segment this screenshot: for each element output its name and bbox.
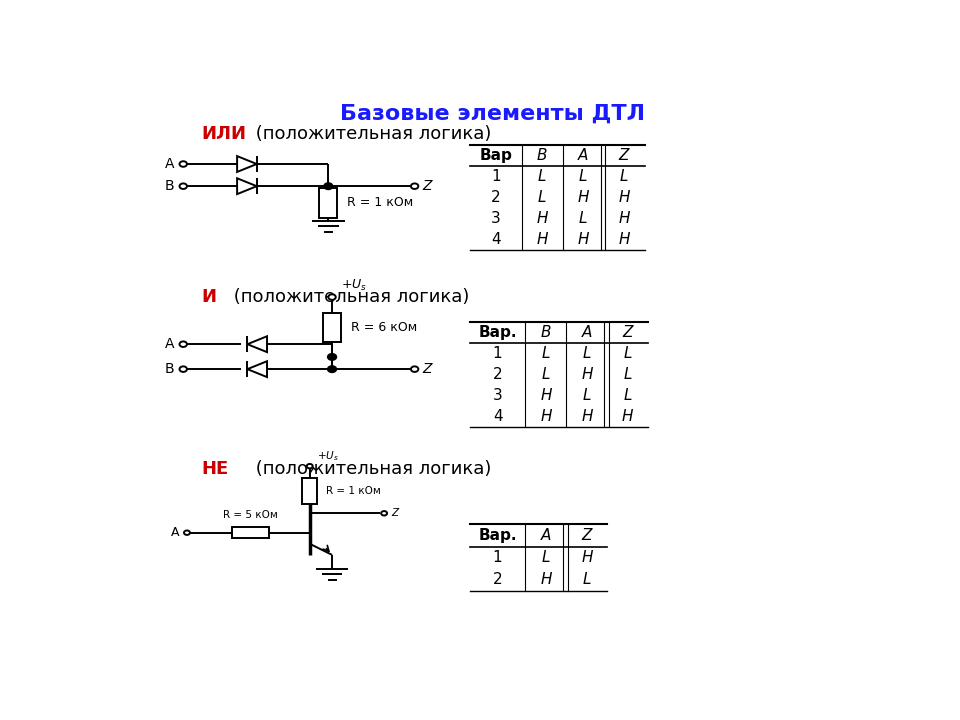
Text: H: H: [540, 388, 552, 403]
Text: H: H: [581, 550, 592, 565]
Polygon shape: [248, 336, 267, 352]
Circle shape: [381, 511, 387, 516]
Text: B: B: [537, 148, 547, 163]
Text: Базовые элементы ДТЛ: Базовые элементы ДТЛ: [340, 104, 644, 124]
Text: A: A: [578, 148, 588, 163]
Text: 2: 2: [492, 367, 502, 382]
Text: $+U_s$: $+U_s$: [317, 449, 339, 463]
Text: H: H: [581, 367, 592, 382]
Text: 3: 3: [491, 211, 500, 226]
Circle shape: [180, 184, 187, 189]
Text: Z: Z: [392, 508, 398, 518]
Circle shape: [307, 464, 313, 469]
Text: B: B: [165, 362, 175, 376]
Text: 1: 1: [492, 550, 502, 565]
Text: L: L: [583, 346, 591, 361]
Text: H: H: [577, 232, 588, 247]
Text: A: A: [165, 337, 175, 351]
Circle shape: [180, 366, 187, 372]
Text: Z: Z: [422, 179, 432, 193]
Text: L: L: [541, 367, 550, 382]
Text: L: L: [583, 572, 591, 588]
Polygon shape: [248, 361, 267, 377]
Bar: [320, 188, 337, 218]
Bar: [302, 478, 317, 505]
Text: (положительная логика): (положительная логика): [251, 125, 492, 143]
Text: 3: 3: [492, 388, 502, 403]
Text: H: H: [622, 410, 634, 424]
Text: (положительная логика): (положительная логика): [228, 288, 469, 306]
Text: И: И: [202, 288, 217, 306]
Text: 1: 1: [492, 346, 502, 361]
Text: 1: 1: [491, 168, 500, 184]
Text: H: H: [618, 190, 630, 204]
Circle shape: [180, 161, 187, 167]
Circle shape: [411, 184, 419, 189]
Text: R = 1 кОм: R = 1 кОм: [347, 197, 413, 210]
Text: 4: 4: [491, 232, 500, 247]
Text: L: L: [620, 168, 628, 184]
Text: H: H: [537, 232, 548, 247]
Polygon shape: [237, 156, 256, 172]
Bar: [231, 527, 269, 539]
Text: A: A: [165, 157, 175, 171]
Circle shape: [411, 366, 419, 372]
Text: H: H: [540, 410, 552, 424]
Text: Вар: Вар: [479, 148, 512, 163]
Text: Z: Z: [422, 362, 432, 376]
Text: A: A: [582, 325, 592, 340]
Text: L: L: [541, 550, 550, 565]
Text: L: L: [579, 211, 588, 226]
Text: 2: 2: [492, 572, 502, 588]
Text: (положительная логика): (положительная логика): [251, 460, 492, 478]
Text: Z: Z: [619, 148, 630, 163]
Text: Z: Z: [622, 325, 633, 340]
Circle shape: [327, 366, 337, 372]
Circle shape: [328, 294, 336, 300]
Text: L: L: [624, 388, 632, 403]
Text: R = 1 кОм: R = 1 кОм: [326, 486, 381, 496]
Circle shape: [327, 354, 337, 360]
Text: Z: Z: [582, 528, 592, 543]
Text: Вар.: Вар.: [478, 325, 516, 340]
Text: L: L: [583, 388, 591, 403]
Text: L: L: [538, 168, 546, 184]
Text: НЕ: НЕ: [202, 460, 229, 478]
Text: ИЛИ: ИЛИ: [202, 125, 247, 143]
Text: A: A: [540, 528, 551, 543]
Circle shape: [324, 183, 333, 189]
Circle shape: [180, 341, 187, 347]
Text: H: H: [618, 211, 630, 226]
Bar: [324, 313, 341, 342]
Text: H: H: [540, 572, 552, 588]
Text: Вар.: Вар.: [478, 528, 516, 543]
Text: H: H: [577, 190, 588, 204]
Text: B: B: [165, 179, 175, 193]
Text: 2: 2: [491, 190, 500, 204]
Text: H: H: [537, 211, 548, 226]
Text: R = 5 кОм: R = 5 кОм: [223, 510, 277, 521]
Text: A: A: [171, 526, 180, 539]
Text: B: B: [540, 325, 551, 340]
Text: H: H: [618, 232, 630, 247]
Text: R = 6 кОм: R = 6 кОм: [350, 321, 417, 334]
Polygon shape: [237, 179, 256, 194]
Text: H: H: [581, 410, 592, 424]
Text: L: L: [538, 190, 546, 204]
Text: 4: 4: [492, 410, 502, 424]
Text: $+U_s$: $+U_s$: [341, 277, 367, 292]
Text: L: L: [624, 346, 632, 361]
Circle shape: [184, 531, 190, 535]
Text: L: L: [624, 367, 632, 382]
Text: L: L: [541, 346, 550, 361]
Text: L: L: [579, 168, 588, 184]
